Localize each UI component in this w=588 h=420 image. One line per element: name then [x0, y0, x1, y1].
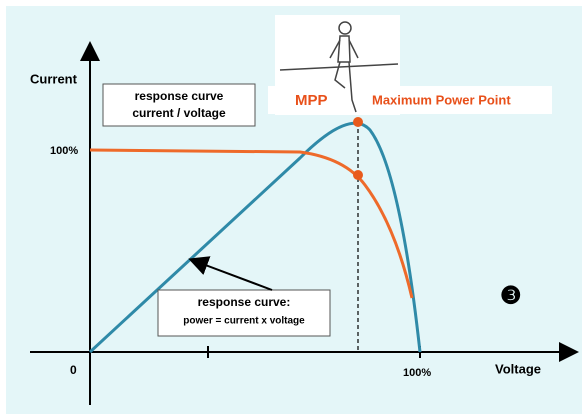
mpp-current-point	[353, 170, 363, 180]
current-box-line1: response curve	[135, 89, 224, 103]
power-box-line2: power = current x voltage	[183, 316, 305, 327]
mpp-short: MPP	[295, 92, 328, 109]
x-0-label: 0	[70, 363, 77, 377]
x-100-label: 100%	[403, 367, 431, 379]
step-number: ❸	[500, 282, 522, 309]
diagram: Current 100% 0 100% Voltage ❸ response c…	[0, 0, 588, 420]
current-box-line2: current / voltage	[132, 106, 226, 120]
mpp-long: Maximum Power Point	[372, 92, 511, 107]
y-100-label: 100%	[50, 145, 78, 157]
power-box-line1: response curve:	[198, 295, 291, 309]
y-axis-label: Current	[30, 71, 78, 86]
mpp-point	[353, 117, 363, 127]
x-axis-label: Voltage	[495, 361, 541, 376]
